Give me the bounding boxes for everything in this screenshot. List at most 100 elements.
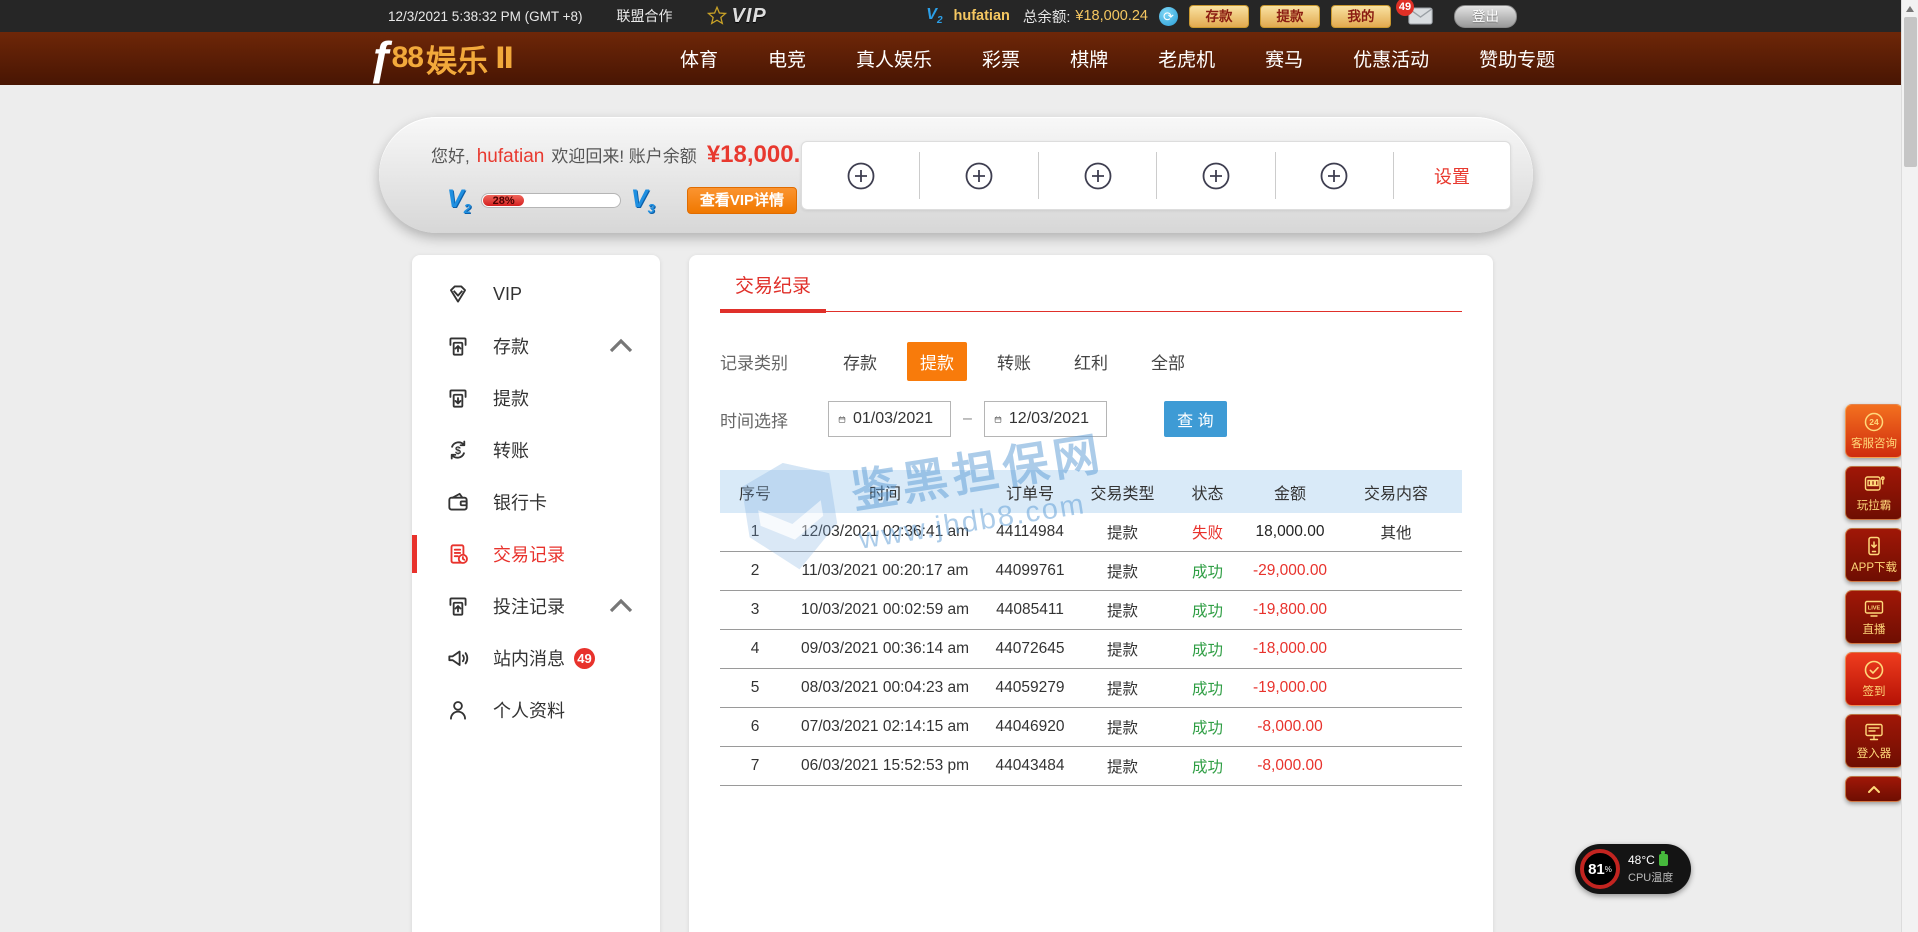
greeting-prefix: 您好, (431, 147, 470, 166)
chevron-up-icon[interactable] (608, 593, 634, 619)
divider (919, 152, 921, 199)
logout-button[interactable]: 登出 (1454, 4, 1517, 28)
member-sidebar: VIP 存款 提款 $ 转账 银行卡 交易记录 投注记录 (412, 255, 660, 932)
nav-item-horse-racing[interactable]: 赛马 (1265, 50, 1304, 71)
filter-transfer[interactable]: 转账 (997, 354, 1031, 373)
quick-action-1[interactable] (802, 142, 919, 209)
quick-action-4[interactable] (1157, 142, 1274, 209)
mail-icon[interactable]: 49 (1396, 0, 1433, 25)
transfer-icon: $ (450, 440, 466, 460)
nav-item-slots[interactable]: 老虎机 (1158, 50, 1216, 71)
nav-item-lottery[interactable]: 彩票 (982, 50, 1021, 71)
greeting: 您好, hufatian 欢迎回来! 账户余额 ¥18,000.24 ⟳ (431, 141, 853, 169)
deposit-button[interactable]: 存款 (1189, 4, 1249, 28)
col-order: 订单号 (1005, 485, 1054, 503)
quick-action-2[interactable] (920, 142, 1037, 209)
calendar-icon (838, 415, 846, 423)
date-to-picker[interactable] (983, 401, 1107, 437)
scroll-up-arrow[interactable] (1902, 0, 1918, 17)
bet-record-icon (449, 597, 467, 616)
vip-level-next: V3 (630, 185, 655, 216)
floating-sidebar: 24 客服咨询 玩拉霸 APP下载 LIVE 直播 签到 登入器 (1845, 404, 1903, 802)
table-header: 序号 时间 订单号 交易类型 状态 金额 交易内容 (720, 470, 1462, 513)
nav-item-esports[interactable]: 电竞 (768, 50, 807, 71)
logo-f: ƒ (368, 32, 394, 84)
date-range-row: 时间选择 – 查 询 (720, 401, 1462, 437)
vip-progress-fill: 28% (482, 195, 525, 207)
customer-service-button[interactable]: 24 客服咨询 (1845, 404, 1903, 458)
date-from-input[interactable] (853, 410, 941, 428)
nav-item-sports[interactable]: 体育 (680, 50, 719, 71)
date-to-input[interactable] (1008, 410, 1097, 428)
transaction-table: 序号 时间 订单号 交易类型 状态 金额 交易内容 1 12/03/2021 0… (720, 470, 1462, 786)
content-panel: 交易纪录 记录类别 存款 提款 转账 红利 全部 时间选择 – 查 询 (689, 255, 1493, 932)
filter-all[interactable]: 全部 (1151, 354, 1185, 373)
vip-logo-text: VIP (731, 4, 767, 27)
scrollbar-thumb[interactable] (1904, 17, 1917, 167)
sidebar-item-transfer[interactable]: $ 转账 (412, 424, 660, 476)
sidebar-item-messages[interactable]: 站内消息 49 (412, 632, 660, 684)
sidebar-item-vip[interactable]: VIP (412, 268, 660, 320)
nav-menu: 体育 电竞 真人娱乐 彩票 棋牌 老虎机 赛马 优惠活动 赞助专题 (655, 32, 1580, 85)
nav-item-promotions[interactable]: 优惠活动 (1353, 50, 1430, 71)
svg-text:24: 24 (1869, 417, 1879, 427)
login-device-button[interactable]: 登入器 (1845, 714, 1903, 768)
filter-deposit[interactable]: 存款 (843, 354, 877, 373)
filter-withdraw[interactable]: 提款 (907, 342, 967, 381)
live-stream-button[interactable]: LIVE 直播 (1845, 590, 1903, 644)
vip-detail-button[interactable]: 查看VIP详情 (686, 187, 798, 214)
nav-item-boardgames[interactable]: 棋牌 (1070, 50, 1109, 71)
sidebar-item-withdraw[interactable]: 提款 (412, 372, 660, 424)
sidebar-item-deposit[interactable]: 存款 (412, 320, 660, 372)
svg-text:LIVE: LIVE (1868, 605, 1881, 611)
plus-circle-icon (1084, 162, 1111, 189)
site-logo[interactable]: ƒ 88 娱乐 Ⅱ (368, 34, 514, 82)
quick-actions-box: 设置 (801, 141, 1511, 210)
query-button[interactable]: 查 询 (1163, 401, 1227, 437)
alliance-link[interactable]: 联盟合作 (616, 8, 673, 24)
col-status: 状态 (1191, 485, 1224, 503)
settings-button[interactable]: 设置 (1434, 166, 1471, 187)
divider (1393, 152, 1395, 199)
collapse-button[interactable] (1845, 776, 1903, 802)
withdraw-icon (449, 389, 467, 408)
plus-circle-icon (847, 162, 875, 189)
slot-machine-icon (1864, 476, 1885, 491)
top-bar: 12/3/2021 5:38:32 PM (GMT +8) 联盟合作 VIP V… (0, 0, 1918, 32)
nav-item-sponsorship[interactable]: 赞助专题 (1479, 50, 1556, 71)
balance-label: 总余额: (1022, 9, 1071, 26)
withdraw-button[interactable]: 提款 (1260, 4, 1320, 28)
sidebar-item-profile[interactable]: 个人资料 (412, 684, 660, 736)
battery-icon (1658, 851, 1668, 866)
sidebar-item-bet-records[interactable]: 投注记录 (412, 580, 660, 632)
table-row: 3 10/03/2021 00:02:59 am 44085411 提款 成功 … (720, 591, 1462, 630)
quick-action-3[interactable] (1039, 142, 1156, 209)
app-download-button[interactable]: APP下载 (1845, 528, 1903, 582)
chevron-up-icon (1868, 785, 1880, 793)
status-badge: 成功 (1191, 759, 1223, 776)
mine-button[interactable]: 我的 (1331, 4, 1391, 28)
table-row: 4 09/03/2021 00:36:14 am 44072645 提款 成功 … (720, 630, 1462, 669)
date-from-picker[interactable] (828, 401, 951, 437)
page-scrollbar[interactable] (1901, 0, 1918, 932)
date-separator: – (963, 410, 972, 427)
quick-action-5[interactable] (1276, 142, 1393, 209)
bank-card-icon (448, 492, 468, 511)
tab-transaction-records[interactable]: 交易纪录 (720, 271, 827, 313)
calendar-icon (994, 415, 1002, 423)
nav-item-live-casino[interactable]: 真人娱乐 (856, 50, 933, 71)
slots-button[interactable]: 玩拉霸 (1845, 466, 1903, 520)
filter-bonus[interactable]: 红利 (1074, 354, 1108, 373)
profile-icon (450, 701, 466, 720)
svg-text:$: $ (455, 445, 461, 457)
status-badge: 成功 (1191, 564, 1223, 581)
greeting-username: hufatian (476, 146, 545, 167)
sidebar-item-transaction-records[interactable]: 交易记录 (412, 528, 660, 580)
envelope-icon (1408, 7, 1433, 25)
status-badge: 成功 (1191, 603, 1223, 620)
check-in-button[interactable]: 签到 (1845, 652, 1903, 706)
sidebar-item-bank-card[interactable]: 银行卡 (412, 476, 660, 528)
refresh-balance-icon[interactable]: ⟳ (1159, 6, 1178, 26)
star-icon (707, 5, 728, 25)
chevron-up-icon[interactable] (608, 333, 634, 359)
